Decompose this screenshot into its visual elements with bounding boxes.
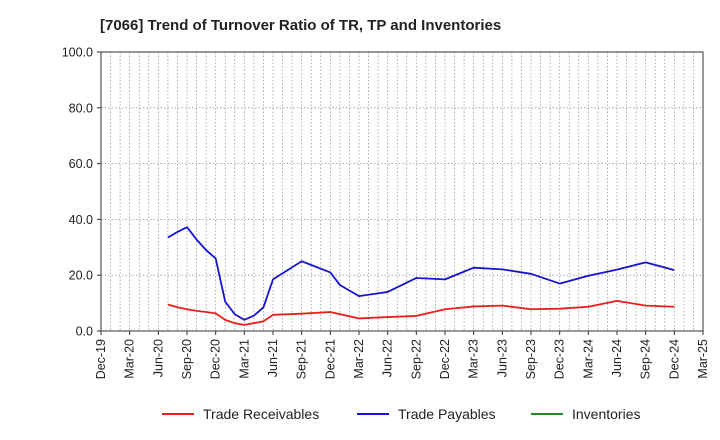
y-tick-label: 0.0 bbox=[76, 325, 93, 339]
x-tick-label: Jun-24 bbox=[610, 339, 624, 377]
y-axis: 0.0 20.0 40.0 60.0 80.0 100.0 bbox=[62, 46, 101, 339]
x-tick-label: Sep-21 bbox=[295, 339, 309, 379]
x-tick-label: Dec-19 bbox=[94, 339, 108, 379]
y-tick-label: 40.0 bbox=[69, 213, 93, 227]
grid bbox=[101, 52, 703, 331]
x-tick-label: Dec-24 bbox=[667, 339, 681, 379]
y-tick-label: 20.0 bbox=[69, 269, 93, 283]
x-tick-label: Mar-23 bbox=[467, 339, 481, 379]
x-tick-label: Mar-24 bbox=[581, 339, 595, 379]
x-tick-label: Dec-20 bbox=[209, 339, 223, 379]
x-tick-label: Dec-21 bbox=[323, 339, 337, 379]
x-tick-label: Dec-23 bbox=[553, 339, 567, 379]
legend: Trade Receivables Trade Payables Inventori… bbox=[162, 406, 640, 422]
y-tick-label: 80.0 bbox=[69, 101, 93, 115]
x-tick-label: Jun-23 bbox=[495, 339, 509, 377]
chart-title: [7066] Trend of Turnover Ratio of TR, TP… bbox=[100, 17, 501, 34]
x-tick-label: Jun-22 bbox=[381, 339, 395, 377]
x-tick-label: Dec-22 bbox=[438, 339, 452, 379]
series-lines bbox=[167, 226, 675, 326]
legend-label: Trade Receivables bbox=[203, 406, 319, 422]
x-tick-label: Mar-22 bbox=[352, 339, 366, 379]
series-line-1 bbox=[167, 226, 675, 321]
x-tick-label: Jun-21 bbox=[266, 339, 280, 377]
plot-area bbox=[100, 51, 704, 332]
x-tick-label: Jun-20 bbox=[151, 339, 165, 377]
x-tick-label: Mar-20 bbox=[123, 339, 137, 379]
legend-label: Inventories bbox=[572, 406, 640, 422]
y-tick-label: 100.0 bbox=[62, 46, 93, 60]
x-tick-label: Sep-20 bbox=[180, 339, 194, 379]
legend-label: Trade Payables bbox=[398, 406, 496, 422]
x-tick-label: Mar-21 bbox=[237, 339, 251, 379]
x-axis: Dec-19 Mar-20 Jun-20 Sep-20 Dec-20 Mar-21 Jun-… bbox=[94, 331, 710, 379]
x-tick-label: Sep-22 bbox=[409, 339, 423, 379]
y-tick-label: 60.0 bbox=[69, 157, 93, 171]
x-tick-label: Mar-25 bbox=[696, 339, 710, 379]
x-tick-label: Sep-23 bbox=[524, 339, 538, 379]
series-line-0 bbox=[167, 299, 675, 326]
x-tick-label: Sep-24 bbox=[639, 339, 653, 379]
